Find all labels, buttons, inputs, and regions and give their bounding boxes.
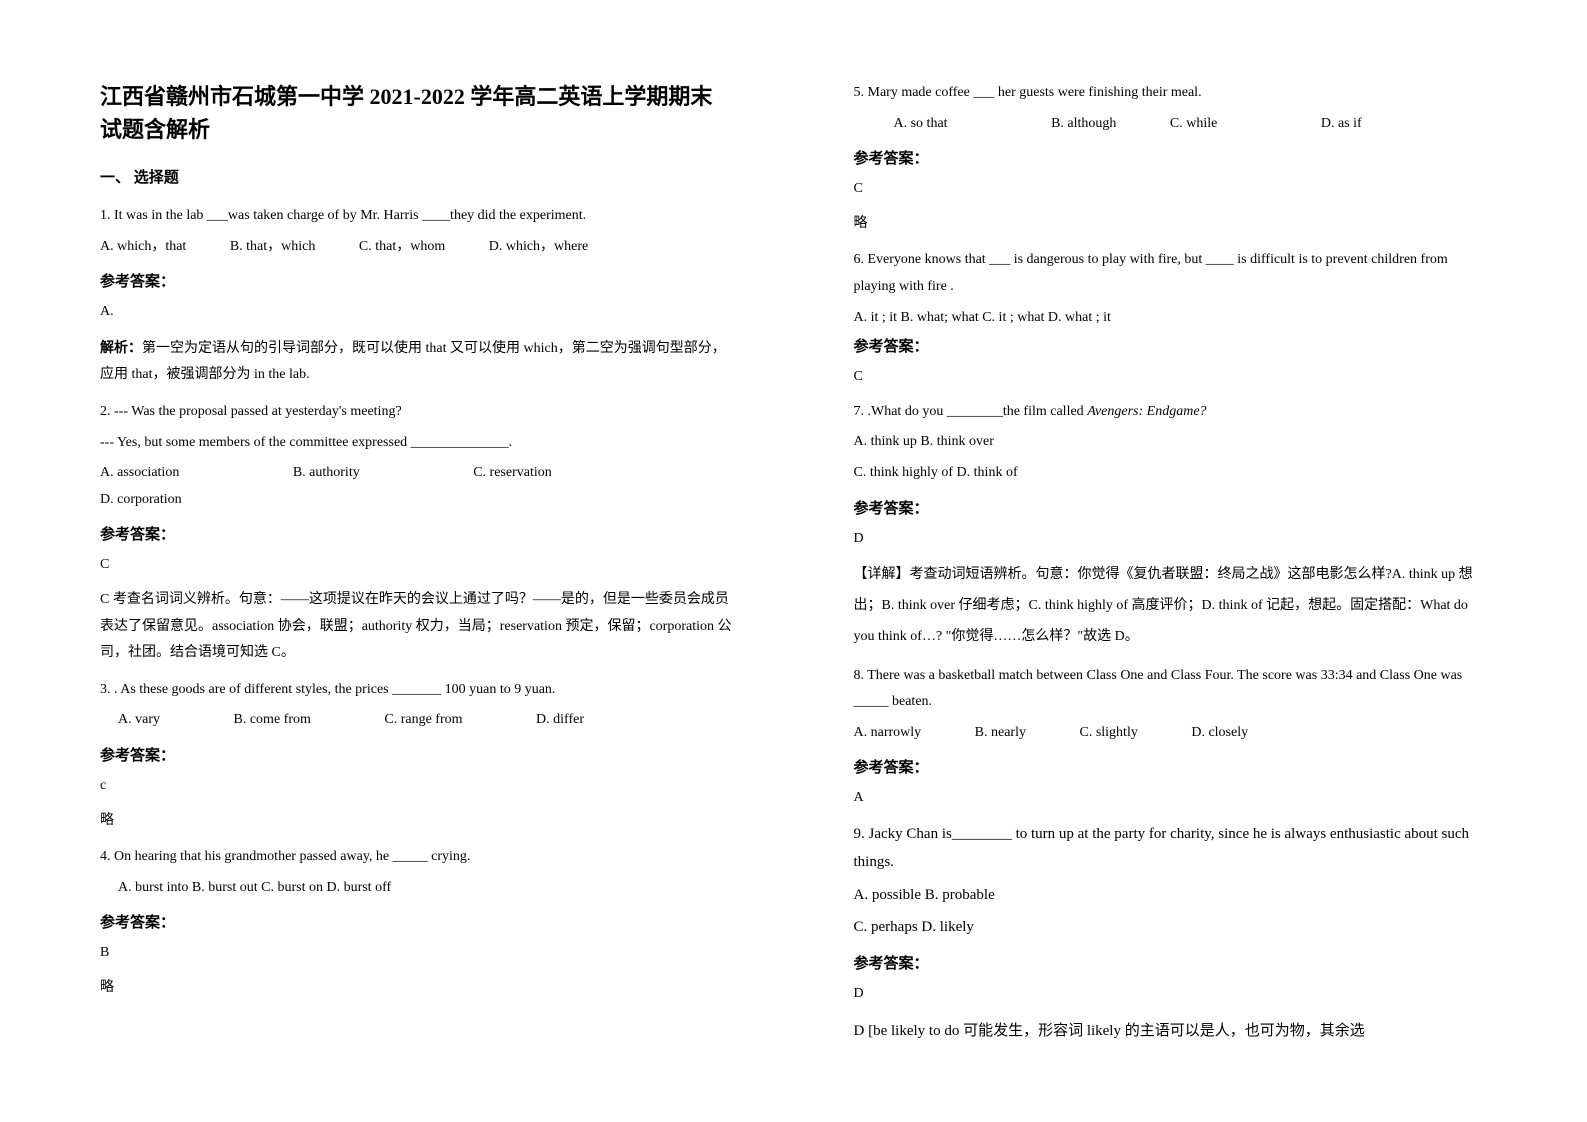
doc-title: 江西省赣州市石城第一中学 2021-2022 学年高二英语上学期期末试题含解析 bbox=[100, 80, 734, 146]
q8-opt-d: D. closely bbox=[1191, 720, 1248, 747]
q1-options: A. which，that B. that，which C. that，whom… bbox=[100, 234, 734, 261]
q4-ans: B bbox=[100, 940, 734, 967]
q2-opt-d: D. corporation bbox=[100, 487, 182, 514]
q2-ans-label: 参考答案： bbox=[100, 523, 734, 544]
q1-opt-d: D. which，where bbox=[489, 234, 589, 261]
q2-opt-c: C. reservation bbox=[473, 460, 552, 487]
q2-ans: C bbox=[100, 552, 734, 579]
q7-ans: D bbox=[854, 526, 1488, 553]
q3-stem: 3. . As these goods are of different sty… bbox=[100, 677, 734, 704]
q3-ans: c bbox=[100, 773, 734, 800]
right-column: 5. Mary made coffee ___ her guests were … bbox=[794, 80, 1587, 1050]
q1-ans-label: 参考答案： bbox=[100, 270, 734, 291]
q6-stem: 6. Everyone knows that ___ is dangerous … bbox=[854, 247, 1488, 300]
q1-explanation: 解析：第一空为定语从句的引导词部分，既可以使用 that 又可以使用 which… bbox=[100, 336, 734, 389]
q9-opts-1: A. possible B. probable bbox=[854, 881, 1488, 910]
q8-stem: 8. There was a basketball match between … bbox=[854, 663, 1488, 716]
q2-options: A. association B. authority C. reservati… bbox=[100, 460, 734, 513]
q7-stem-italic: Avengers: Endgame? bbox=[1087, 404, 1206, 419]
section-heading: 一、 选择题 bbox=[100, 166, 734, 187]
q8-ans: A bbox=[854, 785, 1488, 812]
left-column: 江西省赣州市石城第一中学 2021-2022 学年高二英语上学期期末试题含解析 … bbox=[0, 80, 794, 1050]
q2-opt-b: B. authority bbox=[293, 460, 360, 487]
q7-stem-a: 7. .What do you ________the film called bbox=[854, 404, 1088, 419]
q1-expl-text: 第一空为定语从句的引导词部分，既可以使用 that 又可以使用 which，第二… bbox=[100, 341, 726, 383]
q3-ans-label: 参考答案： bbox=[100, 744, 734, 765]
q4-stem: 4. On hearing that his grandmother passe… bbox=[100, 844, 734, 871]
q6-options: A. it ; it B. what; what C. it ; what D.… bbox=[854, 305, 1488, 332]
q7-opts-2: C. think highly of D. think of bbox=[854, 460, 1488, 487]
q2-line2: --- Yes, but some members of the committ… bbox=[100, 430, 734, 457]
q9-opts-2: C. perhaps D. likely bbox=[854, 913, 1488, 942]
q2-explanation: C 考查名词词义辨析。句意：——这项提议在昨天的会议上通过了吗？——是的，但是一… bbox=[100, 587, 734, 667]
q8-options: A. narrowly B. nearly C. slightly D. clo… bbox=[854, 720, 1488, 747]
q6-ans: C bbox=[854, 364, 1488, 391]
q9-explanation: D [be likely to do 可能发生，形容词 likely 的主语可以… bbox=[854, 1017, 1488, 1046]
q5-opt-c: C. while bbox=[1170, 111, 1217, 138]
q5-stem: 5. Mary made coffee ___ her guests were … bbox=[854, 80, 1488, 107]
q7-ans-label: 参考答案： bbox=[854, 497, 1488, 518]
q1-ans: A. bbox=[100, 299, 734, 326]
q1-stem: 1. It was in the lab ___was taken charge… bbox=[100, 203, 734, 230]
q7-explanation: 【详解】考查动词短语辨析。句意：你觉得《复仇者联盟：终局之战》这部电影怎么样?A… bbox=[854, 560, 1488, 652]
q5-ans-label: 参考答案： bbox=[854, 147, 1488, 168]
q4-explanation: 略 bbox=[100, 975, 734, 1002]
q8-opt-c: C. slightly bbox=[1079, 720, 1137, 747]
q6-ans-label: 参考答案： bbox=[854, 335, 1488, 356]
q8-ans-label: 参考答案： bbox=[854, 756, 1488, 777]
q5-ans: C bbox=[854, 176, 1488, 203]
q1-expl-label: 解析： bbox=[100, 341, 142, 356]
q5-opt-a: A. so that bbox=[894, 111, 948, 138]
q3-opt-d: D. differ bbox=[536, 707, 584, 734]
q8-opt-b: B. nearly bbox=[975, 720, 1026, 747]
q5-options: A. so that B. although C. while D. as if bbox=[854, 111, 1488, 138]
q1-opt-a: A. which，that bbox=[100, 234, 186, 261]
q4-options: A. burst into B. burst out C. burst on D… bbox=[100, 875, 734, 902]
q9-stem: 9. Jacky Chan is________ to turn up at t… bbox=[854, 820, 1488, 877]
q3-explanation: 略 bbox=[100, 808, 734, 835]
q3-opt-a: A. vary bbox=[118, 707, 160, 734]
q9-ans: D bbox=[854, 981, 1488, 1008]
q2-line1: 2. --- Was the proposal passed at yester… bbox=[100, 399, 734, 426]
q5-opt-b: B. although bbox=[1051, 111, 1116, 138]
q9-ans-label: 参考答案： bbox=[854, 952, 1488, 973]
q5-explanation: 略 bbox=[854, 211, 1488, 238]
q3-opt-c: C. range from bbox=[384, 707, 462, 734]
q7-stem: 7. .What do you ________the film called … bbox=[854, 399, 1488, 426]
q8-opt-a: A. narrowly bbox=[854, 720, 922, 747]
q2-opt-a: A. association bbox=[100, 460, 179, 487]
q3-opt-b: B. come from bbox=[234, 707, 311, 734]
q1-opt-c: C. that，whom bbox=[359, 234, 445, 261]
page: 江西省赣州市石城第一中学 2021-2022 学年高二英语上学期期末试题含解析 … bbox=[0, 0, 1587, 1050]
q5-opt-d: D. as if bbox=[1321, 111, 1362, 138]
q4-ans-label: 参考答案： bbox=[100, 911, 734, 932]
q1-opt-b: B. that，which bbox=[230, 234, 316, 261]
q7-opts-1: A. think up B. think over bbox=[854, 429, 1488, 456]
q3-options: A. vary B. come from C. range from D. di… bbox=[100, 707, 734, 734]
